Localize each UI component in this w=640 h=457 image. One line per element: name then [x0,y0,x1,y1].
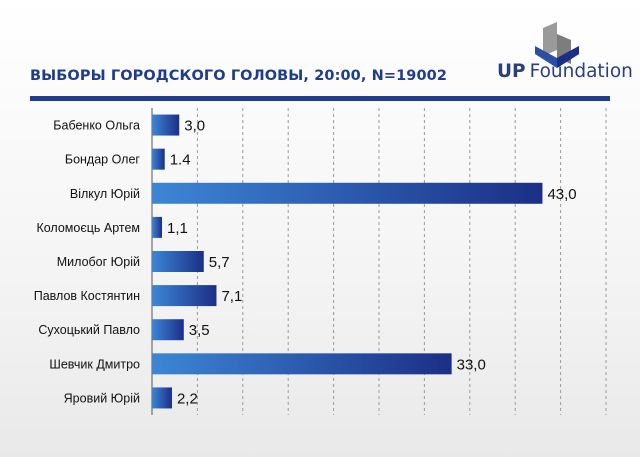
up-foundation-logo-icon [535,22,579,68]
category-label: Яровий Юрій [64,391,140,405]
value-label: 7,1 [221,288,242,305]
bar [152,319,184,341]
category-label: Бондар Олег [65,153,141,167]
category-label: Вілкул Юрій [70,187,140,201]
category-label: Павлов Костянтин [34,289,140,303]
category-label: Бабенко Ольга [53,119,140,133]
bar [152,387,172,409]
value-label: 1.4 [170,152,191,169]
category-label: Коломоєць Артем [36,221,140,235]
bar [152,285,217,307]
bar [152,114,180,136]
bar [152,148,165,170]
logo-text-bold: UP [497,61,526,82]
value-label: 5,7 [209,254,230,271]
bars: Бабенко Ольга 3,0 Бондар Олег 1.4 Вілкул Юрі… [34,114,577,409]
bar [152,182,543,204]
category-label: Шевчик Дмитро [49,357,140,371]
title-underline [30,96,610,101]
value-label: 3,0 [184,118,205,135]
logo-text-rest: Foundation [529,61,633,82]
bar [152,251,204,272]
category-label: Сухоцький Павло [38,323,140,337]
category-label: Милобог Юрій [57,255,140,269]
value-label: 1,1 [167,220,188,237]
value-label: 33,0 [457,356,486,373]
chart-title: ВЫБОРЫ ГОРОДСКОГО ГОЛОВЫ, 20:00, N=19002 [30,68,448,84]
value-label: 43,0 [547,186,576,203]
bar [152,216,162,238]
bar [152,353,452,375]
value-label: 3,5 [189,322,210,339]
logo-text: UP Foundation [497,61,633,82]
value-label: 2,2 [177,390,198,407]
